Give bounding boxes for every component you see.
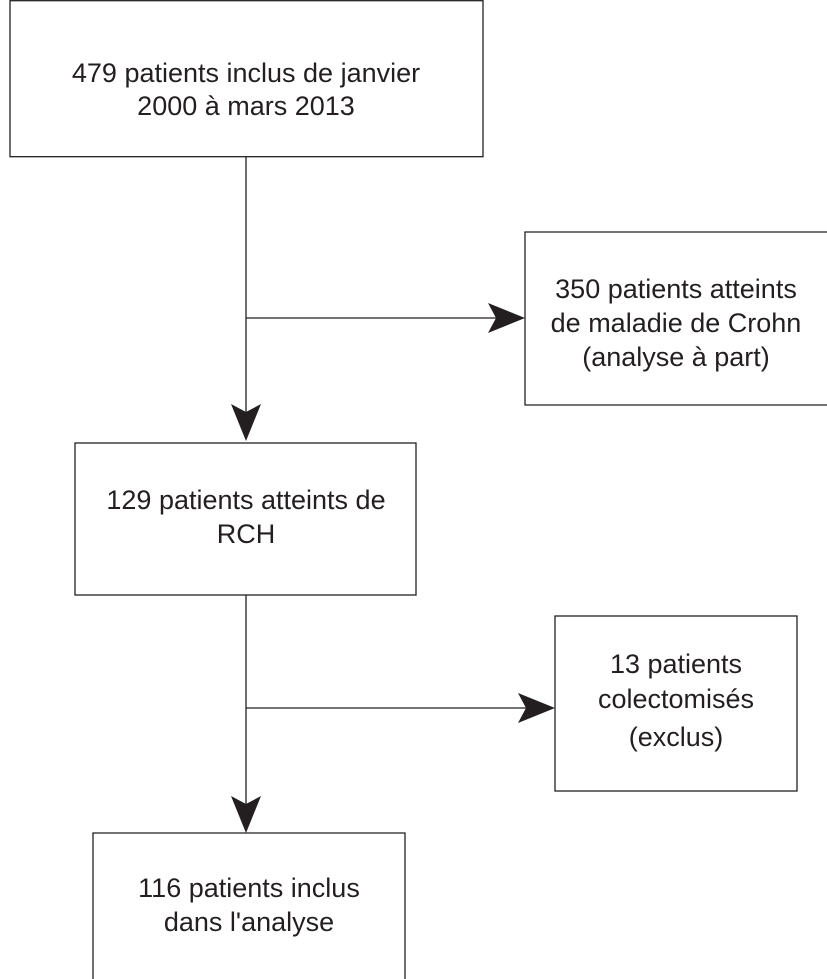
node-box [74, 442, 417, 596]
node-text: 129 patients atteints de [106, 485, 385, 515]
node-text: (analyse à part) [582, 342, 770, 372]
node-text: colectomisés [598, 684, 754, 714]
arrowhead [231, 796, 261, 833]
node-text: de maladie de Crohn [551, 308, 802, 338]
node-text: RCH [217, 519, 276, 549]
node-box [524, 231, 827, 406]
node-box [92, 832, 406, 979]
node-text: 350 patients atteints [555, 274, 797, 304]
arrowhead [518, 693, 555, 723]
node-text: 479 patients inclus de janvier [72, 58, 420, 88]
arrowhead [231, 404, 261, 441]
arrowhead [488, 303, 525, 333]
node-text: 2000 à mars 2013 [137, 91, 355, 121]
node-text: (exclus) [629, 722, 724, 752]
node-text: 13 patients [610, 649, 742, 679]
node-box [9, 0, 484, 158]
node-text: 116 patients inclus [138, 873, 360, 903]
node-box [554, 615, 798, 792]
node-text: dans l'analyse [164, 907, 334, 937]
